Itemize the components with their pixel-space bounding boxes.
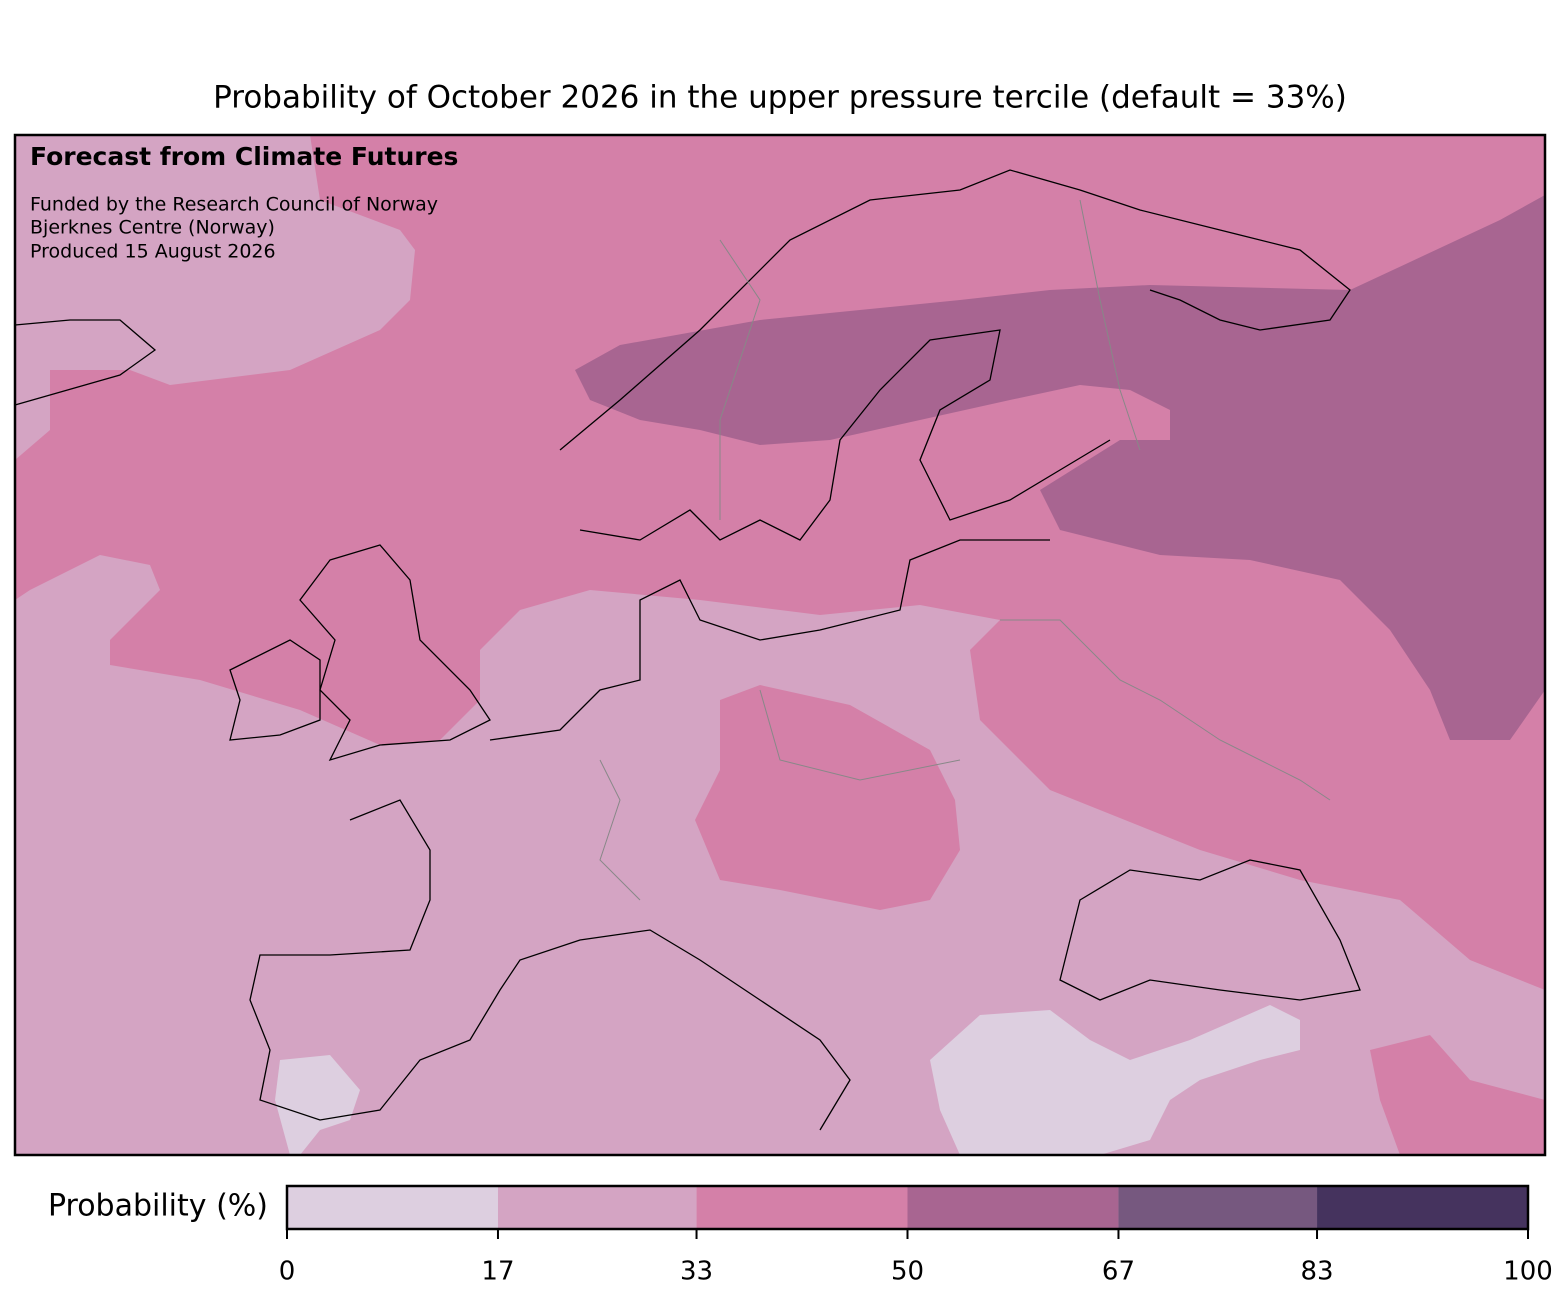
- coastline: [299, 544, 491, 762]
- tick-label: 0: [279, 1257, 296, 1287]
- annotation-line: Funded by the Research Council of Norway: [30, 194, 438, 216]
- title: Probability of October 2026 in the upper…: [213, 80, 1347, 116]
- colorbar-segment: [1317, 1186, 1528, 1229]
- annotation-line: Bjerknes Centre (Norway): [30, 217, 275, 239]
- region: [930, 1005, 1300, 1155]
- colorbar-segment: [907, 1186, 1119, 1229]
- border: [599, 199, 1331, 901]
- tick-label: 17: [481, 1257, 514, 1287]
- colorbar-segment: [287, 1186, 498, 1229]
- coastline: [229, 639, 321, 741]
- coastline: [579, 329, 1111, 541]
- colorbar-segment: [1118, 1186, 1318, 1229]
- coastline: [1059, 859, 1361, 1001]
- region: [275, 1055, 360, 1155]
- tick-label: 50: [891, 1257, 924, 1287]
- region: [695, 685, 960, 910]
- tick-label: 67: [1102, 1257, 1135, 1287]
- colorbar-segment: [497, 1186, 697, 1229]
- coastline: [249, 799, 851, 1131]
- coastline: [14, 319, 157, 406]
- region: [1370, 1035, 1545, 1155]
- tick-label: 33: [680, 1257, 713, 1287]
- region: [575, 195, 1545, 740]
- annotation-heading: Forecast from Climate Futures: [30, 142, 458, 171]
- coastline: [559, 169, 1351, 451]
- map-frame: [13, 133, 1547, 1157]
- colorbar-label: Probability (%): [48, 1189, 268, 1224]
- tick-label: 100: [1503, 1257, 1553, 1287]
- map: Forecast from Climate Futures Funded by …: [13, 133, 1547, 1157]
- colorbar: 0 17 33 50 67 83 100: [279, 1184, 1553, 1287]
- tick-label: 83: [1300, 1257, 1333, 1287]
- colorbar-segment: [696, 1186, 908, 1229]
- coastline: [489, 539, 1050, 741]
- annotation-line: Produced 15 August 2026: [30, 241, 276, 263]
